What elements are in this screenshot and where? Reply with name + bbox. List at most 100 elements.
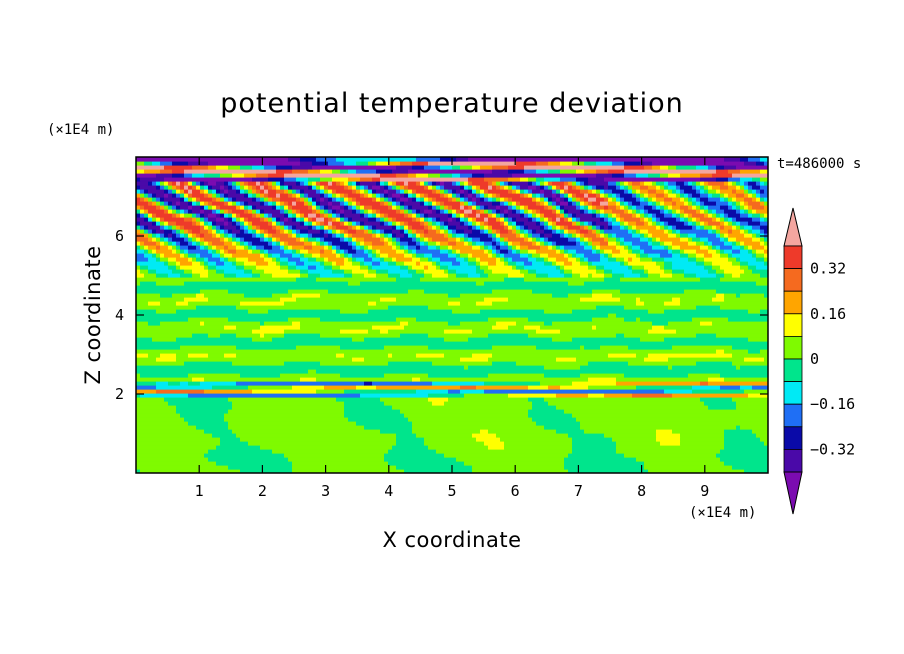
field-cell [200,185,205,190]
field-cell [540,233,545,238]
field-cell [424,201,429,206]
field-cell [136,289,201,294]
field-cell [432,261,437,266]
field-cell [152,181,157,186]
field-cell [188,245,197,250]
field-cell [384,241,389,246]
field-cell [180,213,185,218]
field-cell [632,185,641,190]
field-cell [724,157,741,162]
x-tick-label: 6 [511,482,520,500]
field-cell [136,173,157,178]
field-cell [592,241,601,246]
field-cell [588,177,605,182]
field-cell [736,181,741,186]
field-cell [208,185,213,190]
field-cell [244,241,249,246]
field-cell [436,185,441,190]
field-cell [648,213,653,218]
field-cell [632,181,641,186]
field-cell [740,213,749,218]
field-cell [432,197,437,202]
field-cell [508,261,517,266]
field-cell [204,377,301,382]
field-cell [412,429,481,434]
field-cell [604,185,609,190]
field-cell [716,189,721,194]
field-cell [344,405,393,410]
field-cell [716,229,721,234]
field-cell [732,245,741,250]
field-cell [332,241,349,246]
field-cell [408,173,417,178]
field-cell [540,245,549,250]
field-cell [688,241,697,246]
x-tick-label: 4 [384,482,393,500]
field-cell [236,185,241,190]
field-cell [640,297,673,302]
field-cell [140,393,189,398]
field-cell [604,269,613,274]
field-cell [668,165,677,170]
field-cell [144,245,149,250]
field-cell [312,245,325,250]
field-cell [288,233,293,238]
field-cell [688,217,693,222]
field-cell [664,389,693,394]
field-cell [208,269,217,274]
field-cell [752,185,761,190]
field-cell [364,357,461,362]
field-cell [192,165,209,170]
field-cell [304,193,309,198]
field-cell [492,249,497,254]
field-cell [244,173,257,178]
field-cell [460,181,465,186]
field-cell [256,197,261,202]
field-cell [256,189,261,194]
field-cell [572,441,617,446]
field-cell [640,317,693,322]
field-cell [568,181,573,186]
field-cell [660,241,665,246]
field-cell [240,201,245,206]
field-cell [476,281,485,286]
field-cell [592,213,597,218]
field-cell [500,181,505,186]
field-cell [480,261,489,266]
field-cell [652,237,657,242]
field-cell [604,205,609,210]
field-cell [668,185,677,190]
field-cell [492,233,497,238]
field-cell [344,205,349,210]
field-cell [500,213,505,218]
field-cell [396,437,425,442]
field-cell [508,221,513,226]
field-cell [156,357,177,362]
field-cell [444,337,469,342]
field-cell [412,189,417,194]
field-cell [572,261,581,266]
field-cell [412,205,429,210]
field-cell [316,197,321,202]
field-cell [404,245,409,250]
field-cell [568,293,593,298]
field-cell [280,245,285,250]
field-cell [648,197,653,202]
field-cell [520,269,529,274]
field-cell [708,237,721,242]
field-cell [752,205,765,210]
field-cell [576,197,581,202]
field-cell [376,273,389,278]
field-cell [252,337,273,342]
field-cell [144,161,153,166]
field-cell [308,257,317,262]
field-cell [632,229,637,234]
field-cell [472,225,477,230]
field-cell [244,229,249,234]
field-cell [224,325,237,330]
colorbar-bin [783,381,803,405]
field-cell [540,185,545,190]
field-cell [408,269,417,274]
field-cell [696,225,701,230]
field-cell [672,241,689,246]
